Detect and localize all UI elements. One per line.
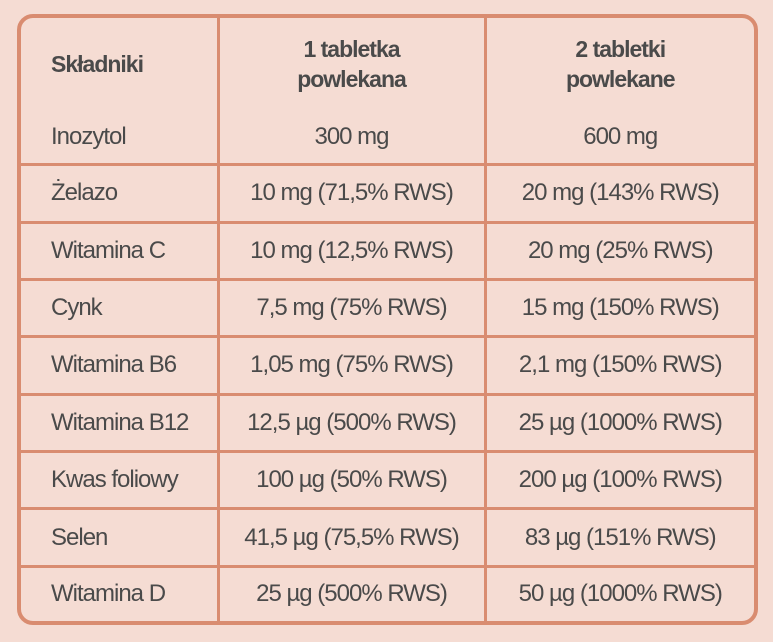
table-row: Witamina D 25 µg (500% RWS) 50 µg (1000% R… [21,564,754,621]
ingredient-cell: Witamina D [21,564,220,621]
dose-cell: 10 mg (71,5% RWS) [216,163,487,224]
ingredient-cell: Cynk [21,277,220,339]
ingredient-cell: Inozytol [21,110,220,167]
dose-cell: 100 µg (50% RWS) [216,450,487,511]
header-row: Składniki 1 tabletka powlekana 2 tabletki … [21,18,754,110]
dose-cell: 20 mg (143% RWS) [483,163,754,224]
header-cell: Składniki [21,18,220,110]
table-row: Żelazo 10 mg (71,5% RWS) 20 mg (143% RWS) [21,163,754,224]
ingredient-cell: Witamina C [21,220,220,281]
ingredient-cell: Kwas foliowy [21,450,220,511]
dose-cell: 12,5 µg (500% RWS) [216,392,487,454]
dose-cell: 200 µg (100% RWS) [483,450,754,511]
dose-cell: 600 mg [483,110,754,167]
dose-cell: 25 µg (1000% RWS) [483,392,754,454]
table-row: Witamina B12 12,5 µg (500% RWS) 25 µg (100… [21,392,754,454]
table-row: Kwas foliowy 100 µg (50% RWS) 200 µg (100%… [21,450,754,511]
ingredient-cell: Selen [21,507,220,568]
dose-cell: 25 µg (500% RWS) [216,564,487,621]
table-frame: Składniki 1 tabletka powlekana 2 tabletki … [17,14,758,625]
ingredient-cell: Witamina B6 [21,335,220,396]
table-row: Witamina C 10 mg (12,5% RWS) 20 mg (25% RW… [21,220,754,281]
header-cell: 1 tabletka powlekana [216,18,487,110]
dose-cell: 50 µg (1000% RWS) [483,564,754,621]
dose-cell: 20 mg (25% RWS) [483,220,754,281]
dose-cell: 41,5 µg (75,5% RWS) [216,507,487,568]
table-body: Inozytol 300 mg 600 mg Żelazo 10 mg (71,5% R… [21,110,754,621]
table-row: Inozytol 300 mg 600 mg [21,110,754,167]
dose-cell: 2,1 mg (150% RWS) [483,335,754,396]
table-row: Cynk 7,5 mg (75% RWS) 15 mg (150% RWS) [21,277,754,339]
nutrition-table: Składniki 1 tabletka powlekana 2 tabletki … [21,18,754,621]
dose-cell: 83 µg (151% RWS) [483,507,754,568]
header-cell: 2 tabletki powlekane [483,18,754,110]
dose-cell: 1,05 mg (75% RWS) [216,335,487,396]
dose-cell: 10 mg (12,5% RWS) [216,220,487,281]
dose-cell: 300 mg [216,110,487,167]
dose-cell: 7,5 mg (75% RWS) [216,277,487,339]
ingredient-cell: Witamina B12 [21,392,220,454]
table-row: Witamina B6 1,05 mg (75% RWS) 2,1 mg (150%… [21,335,754,396]
ingredient-cell: Żelazo [21,163,220,224]
dose-cell: 15 mg (150% RWS) [483,277,754,339]
table-row: Selen 41,5 µg (75,5% RWS) 83 µg (151% RWS) [21,507,754,568]
